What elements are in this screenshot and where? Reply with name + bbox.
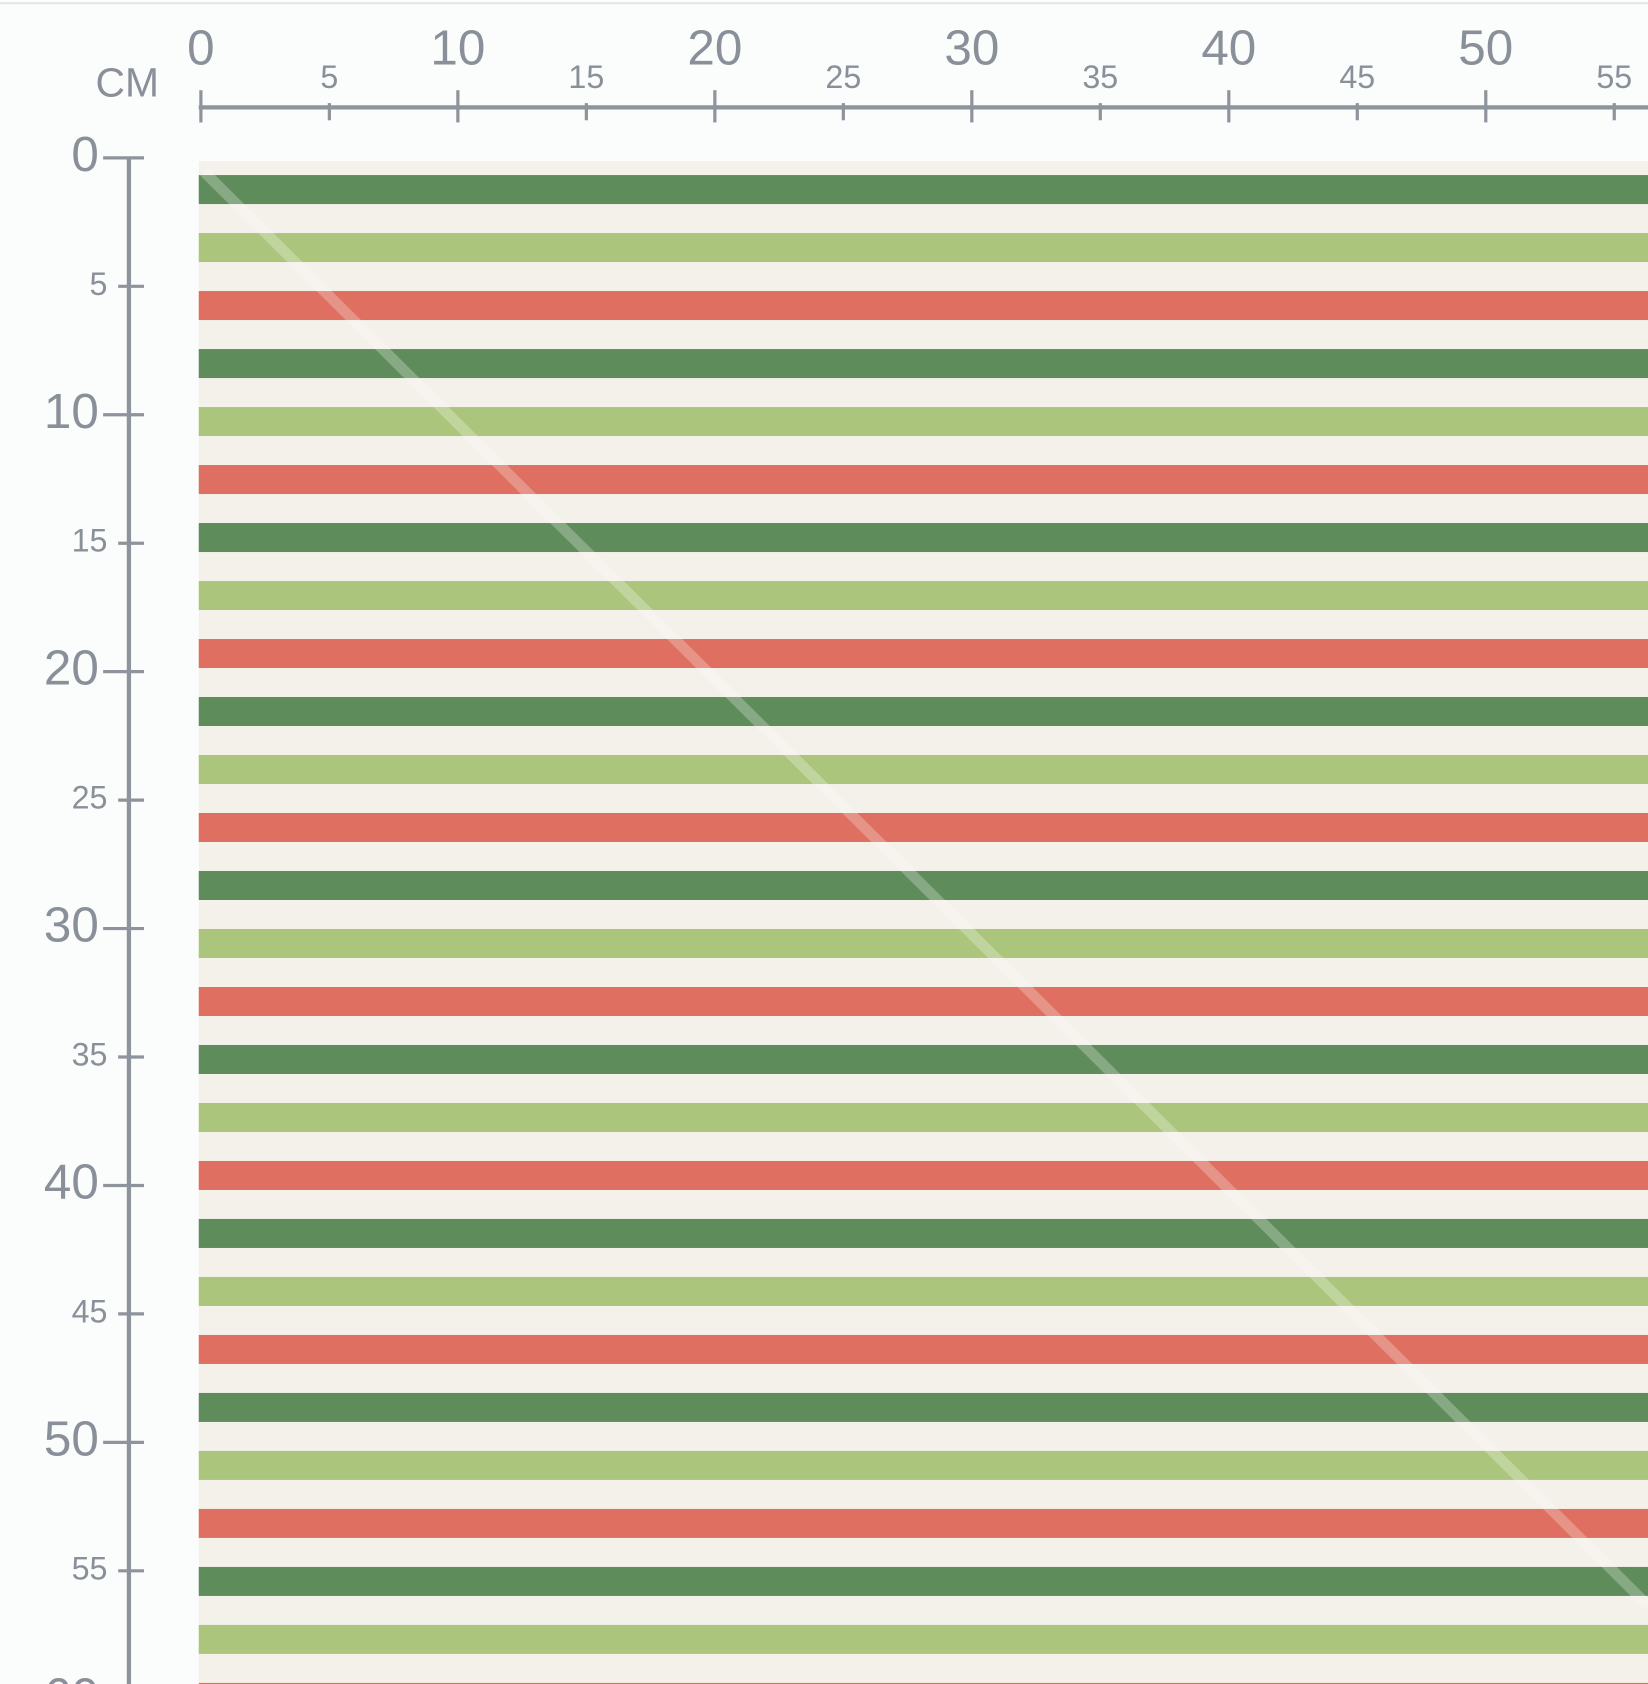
stripe [198, 697, 1648, 727]
left-tick-label: 25 [72, 780, 108, 816]
stripe [198, 175, 1648, 205]
stripe [198, 1682, 1648, 1684]
left-tick-label: 55 [72, 1550, 108, 1586]
left-tick-label: 60 [44, 1668, 99, 1684]
left-tick-label: 15 [72, 523, 108, 559]
stripe [198, 1392, 1648, 1422]
stripe [198, 1218, 1648, 1248]
stripe [198, 1450, 1648, 1480]
stripe [198, 523, 1648, 553]
stripe [198, 1508, 1648, 1538]
stripe [198, 233, 1648, 263]
left-tick-label: 35 [72, 1037, 108, 1073]
top-tick-label: 25 [825, 59, 861, 95]
stripe [198, 407, 1648, 437]
top-tick-label: 20 [687, 21, 742, 76]
left-tick-label: 5 [90, 266, 108, 302]
stripe [198, 465, 1648, 495]
stripe [198, 813, 1648, 842]
stripe [198, 1102, 1648, 1132]
ruler-ticks: 0 5 10 15 20 25 30 35 40 45 50 55 0 5 10 15 20 25 30 35 40 45… [44, 21, 1632, 1684]
stripe [198, 581, 1648, 611]
stripe [198, 1276, 1648, 1306]
top-tick-label: 15 [568, 59, 604, 95]
top-tick-label: 45 [1339, 59, 1375, 95]
left-tick-label: 20 [44, 641, 99, 696]
left-tick-label: 40 [44, 1155, 99, 1210]
stripe [198, 1334, 1648, 1364]
stripe [198, 755, 1648, 785]
left-tick-label: 0 [71, 127, 98, 182]
stripe [198, 1566, 1648, 1596]
left-tick-label: 45 [72, 1293, 108, 1329]
stripe [198, 870, 1648, 900]
top-tick-label: 10 [430, 21, 485, 76]
stripe [198, 639, 1648, 669]
left-tick-label: 30 [44, 898, 99, 953]
left-tick-label: 10 [44, 384, 99, 439]
top-tick-label: 5 [320, 59, 338, 95]
stripe [198, 928, 1648, 958]
stripe [198, 986, 1648, 1016]
sheen [200, 168, 1648, 1610]
top-tick-label: 50 [1458, 21, 1513, 76]
stripe [198, 1624, 1648, 1654]
unit-label: CM [96, 60, 159, 106]
top-tick-label: 0 [187, 21, 214, 76]
top-tick-label: 40 [1201, 21, 1256, 76]
stripe [198, 1160, 1648, 1190]
left-tick-label: 50 [44, 1411, 99, 1466]
stripe [198, 291, 1648, 321]
top-tick-label: 55 [1596, 59, 1632, 95]
stripe [198, 1044, 1648, 1074]
stripe [198, 349, 1648, 379]
top-tick-label: 35 [1082, 59, 1118, 95]
stripes [198, 175, 1648, 1684]
top-tick-label: 30 [944, 21, 999, 76]
